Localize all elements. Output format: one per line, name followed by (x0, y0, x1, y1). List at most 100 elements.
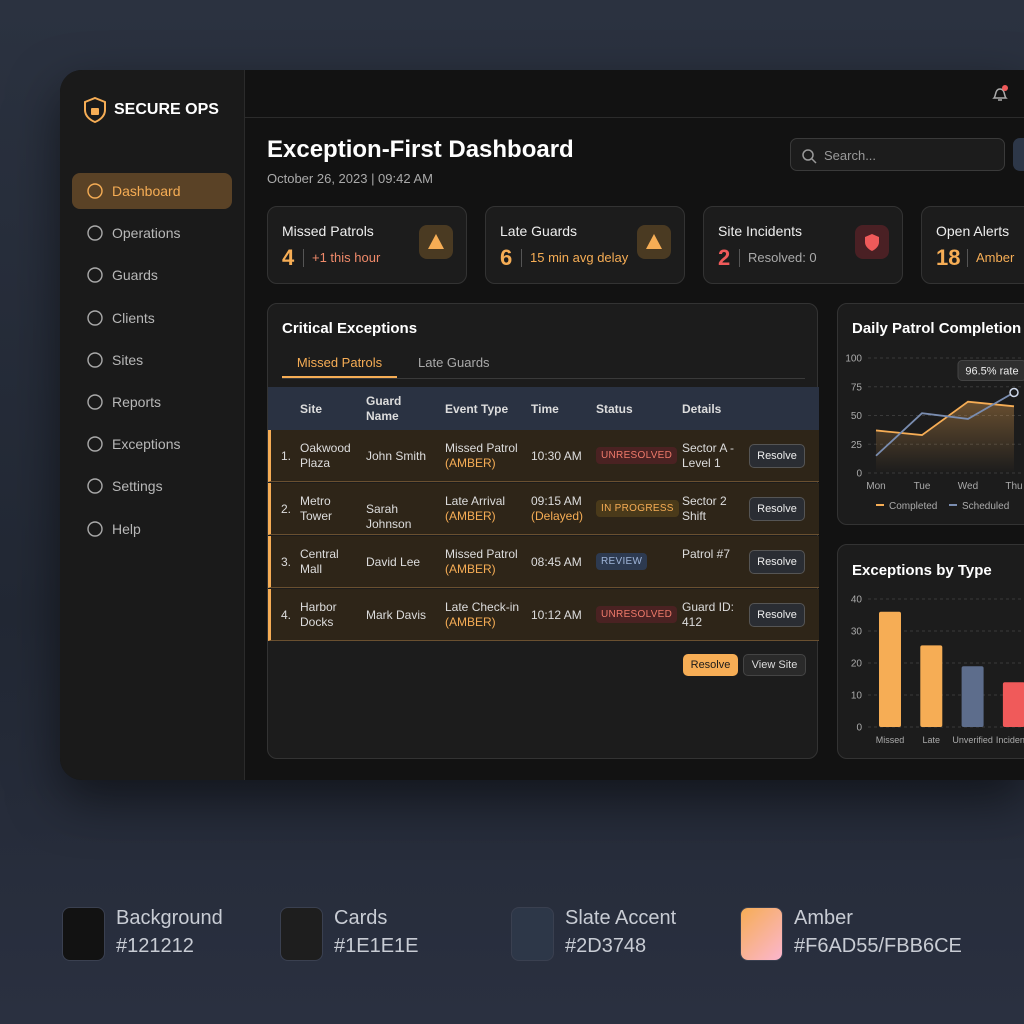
nav-item[interactable]: Clients (72, 300, 232, 336)
kpi-note: Amber (976, 250, 1015, 265)
column-header: Details (682, 402, 722, 416)
guard: David Lee (366, 555, 421, 569)
table-row[interactable]: 4. Harbor Docks Mark Davis Late Check-in (AM… (268, 589, 819, 641)
nav-item[interactable]: Operations (72, 215, 232, 251)
card-title: Critical Exceptions (282, 320, 418, 337)
nav-icon (87, 520, 103, 537)
chart-title: Exceptions by Type (852, 562, 992, 579)
tab[interactable]: Missed Patrols (282, 355, 397, 378)
icon-shape (87, 352, 103, 368)
column-header: Status (596, 402, 633, 416)
resolve-button[interactable]: Resolve (683, 654, 738, 676)
status-badge: REVIEW (596, 553, 648, 570)
y-tick-label: 25 (851, 440, 863, 451)
nav-item[interactable]: Help (72, 511, 232, 547)
event: Missed Patrol (445, 441, 518, 455)
status-badge: UNRESOLVED (596, 447, 678, 464)
nav-item[interactable]: Reports (72, 384, 232, 420)
y-tick-label: 100 (845, 354, 862, 365)
line (875, 400, 1015, 436)
brand-logo (84, 97, 106, 123)
time: 09:15 AM (531, 494, 582, 508)
nav-item[interactable]: Exceptions (72, 426, 232, 462)
table-row[interactable]: 3. Central Mall David Lee Missed Patrol (AMB… (268, 536, 819, 588)
search-icon (802, 149, 817, 164)
kpi-value: 2 (718, 245, 731, 270)
kpi-icon (419, 225, 453, 259)
resolve-button[interactable]: Resolve (749, 550, 805, 574)
swatch-hex: #121212 (116, 935, 194, 957)
kpi-divider (303, 249, 304, 267)
tab-rule (282, 378, 805, 379)
bell-icon[interactable] (990, 84, 1010, 104)
time: 10:30 AM (531, 449, 582, 463)
kpi-divider (739, 249, 740, 267)
swatch-hex: #1E1E1E (334, 935, 419, 957)
nav-label: Help (112, 520, 141, 537)
header-button[interactable] (1013, 138, 1024, 171)
row-index: 1. (281, 449, 292, 463)
resolve-button[interactable]: Resolve (749, 497, 805, 521)
nav-label: Exceptions (112, 436, 181, 453)
view-site-button[interactable]: View Site (743, 654, 806, 676)
time: 08:45 AM (531, 555, 582, 569)
nav-label: Sites (112, 351, 144, 368)
page-title: Exception-First Dashboard (267, 136, 574, 163)
table-row[interactable]: 2. Metro Tower Sarah Johnson Late Arrival (A… (268, 483, 819, 535)
date: October 26, 2023 | 09:42 AM (267, 171, 433, 186)
kpi-card: Missed Patrols 4 +1 this hour (267, 206, 467, 284)
details: Guard ID: 412 (682, 600, 735, 629)
kpi-card: Open Alerts 18 Amber (921, 206, 1024, 284)
line (875, 391, 1015, 457)
icon (428, 234, 444, 249)
site: Harbor Docks (300, 600, 337, 629)
kpi-title: Site Incidents (718, 223, 803, 239)
kpi-title: Late Guards (500, 223, 578, 239)
nav-icon (87, 436, 103, 452)
resolve-button[interactable]: Resolve (749, 603, 805, 627)
nav-item[interactable]: Sites (72, 342, 232, 378)
details: Sector 2 Shift (682, 494, 727, 523)
x-tick-label: Thu (1005, 481, 1022, 492)
annotation-box (957, 360, 1024, 381)
icon-shape (87, 267, 103, 284)
row-index: 2. (281, 502, 292, 516)
resolve-button[interactable]: Resolve (749, 444, 805, 468)
event-tag: (AMBER) (445, 562, 496, 576)
exceptions-card: Critical Exceptions Missed Patrols Late … (267, 303, 819, 759)
icon-shape (428, 234, 444, 249)
event-tag: (AMBER) (445, 509, 496, 523)
kpi-divider (967, 249, 968, 267)
kpi-value: 4 (282, 245, 295, 270)
bar-chart-card: Exceptions by Type 0 10 20 30 40 Missed Late Unv… (837, 544, 1024, 759)
point (1009, 387, 1019, 398)
top-bar (245, 70, 1024, 118)
kpi-icon (637, 225, 671, 259)
nav-label: Dashboard (112, 183, 181, 199)
nav-item[interactable]: Dashboard (72, 173, 232, 209)
bar (879, 611, 901, 727)
swatch-name: Background (116, 907, 223, 929)
nav-item[interactable]: Settings (72, 468, 232, 504)
icon-shape (87, 520, 103, 537)
chart-title: Daily Patrol Completion (852, 320, 1021, 337)
guard: Sarah Johnson (366, 502, 412, 531)
row-index: 4. (281, 608, 292, 622)
nav-icon (87, 183, 103, 199)
search-placeholder: Search... (824, 148, 877, 163)
details: Sector A - Level 1 (682, 441, 735, 470)
legend-label: Completed (889, 501, 937, 512)
kpi-value: 6 (500, 245, 513, 270)
nav-label: Settings (112, 478, 163, 495)
tab[interactable]: Late Guards (418, 355, 490, 370)
table-row[interactable]: 1. Oakwood Plaza John Smith Missed Patrol (A… (268, 430, 819, 482)
nav-item[interactable]: Guards (72, 257, 232, 293)
kpi-value: 18 (936, 245, 961, 270)
swatch (280, 907, 323, 961)
event: Missed Patrol (445, 547, 518, 561)
search-box[interactable]: Search... (790, 138, 1005, 171)
y-tick-label: 75 (851, 382, 863, 393)
y-tick-label: 50 (851, 411, 863, 422)
icon-shape (87, 478, 103, 495)
